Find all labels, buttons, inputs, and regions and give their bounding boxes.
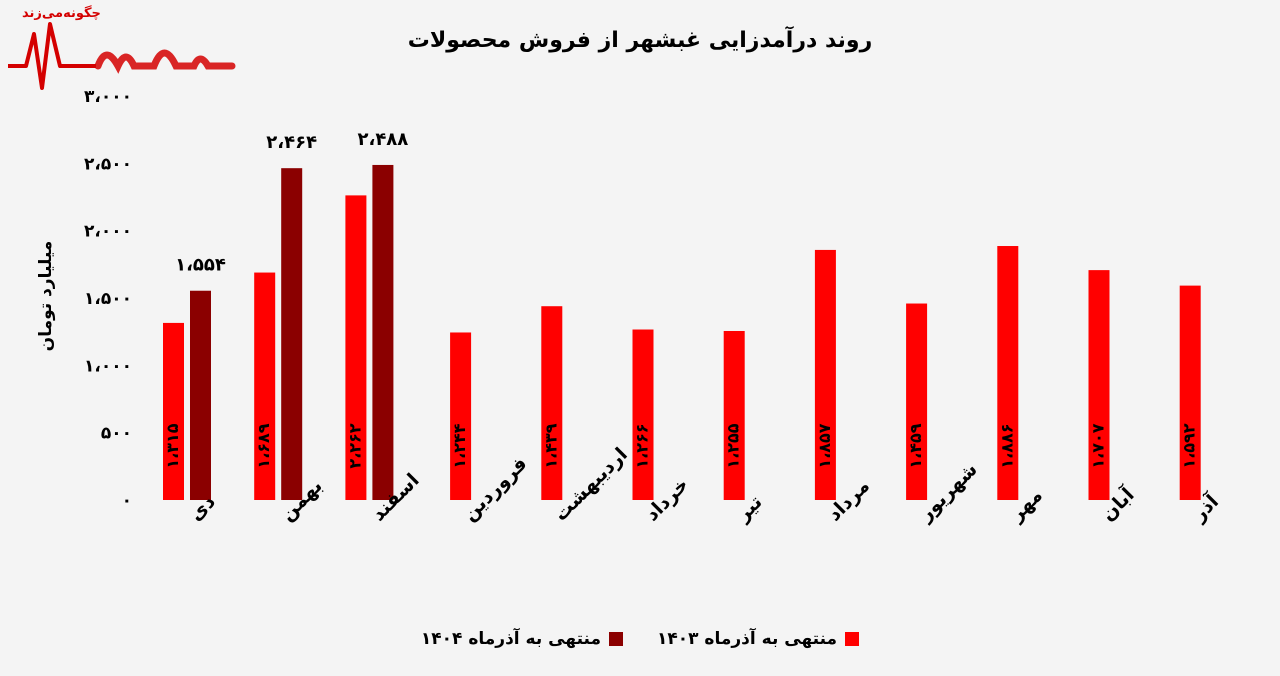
bar-1403-5 — [541, 306, 563, 500]
bar-1404-3 — [372, 164, 394, 500]
legend-swatch-1403 — [845, 632, 860, 646]
data-label-1403-3: ۲،۲۶۲ — [345, 423, 364, 468]
bar-1403-7 — [723, 330, 745, 500]
bar-1403-11 — [1088, 270, 1110, 500]
data-label-1403-9: ۱،۴۵۹ — [906, 423, 925, 468]
bar-1403-3 — [345, 195, 367, 500]
bar-1403-9 — [906, 303, 928, 500]
site-logo — [8, 22, 236, 90]
data-label-1403-7: ۱،۲۵۵ — [724, 423, 743, 468]
data-label-1403-5: ۱،۴۳۹ — [541, 423, 560, 468]
chart-legend: منتهی به آذرماه ۱۴۰۳ منتهی به آذرماه ۱۴۰… — [0, 629, 1280, 649]
legend-label-1404: منتهی به آذرماه ۱۴۰۴ — [420, 629, 601, 649]
bar-1403-4 — [450, 332, 472, 500]
legend-label-1403: منتهی به آذرماه ۱۴۰۳ — [657, 629, 838, 649]
y-tick-label: ۱،۵۰۰ — [84, 289, 132, 309]
bar-1403-10 — [997, 246, 1019, 500]
bar-1403-6 — [632, 329, 654, 500]
data-label-1403-8: ۱،۸۵۷ — [815, 423, 834, 468]
data-label-1403-4: ۱،۲۴۴ — [450, 423, 469, 468]
y-tick-label: ۲،۰۰۰ — [84, 222, 132, 242]
logo-pulse-line — [8, 22, 96, 90]
bar-1403-8 — [814, 249, 836, 500]
bar-1403-2 — [254, 272, 276, 500]
legend-swatch-1404 — [609, 632, 623, 646]
y-tick-label: ۵۰۰ — [101, 424, 132, 444]
data-label-1403-12: ۱،۵۹۲ — [1180, 423, 1199, 468]
data-label-1404-1: ۱،۵۵۴ — [175, 255, 226, 276]
bar-1403-1 — [163, 322, 184, 500]
data-label-1403-11: ۱،۷۰۷ — [1089, 423, 1108, 468]
bar-1404-2 — [281, 168, 303, 500]
y-tick-label: ۱،۰۰۰ — [84, 356, 132, 376]
data-label-1403-2: ۱،۶۸۹ — [254, 423, 273, 468]
y-tick-label: ۰ — [122, 491, 132, 511]
data-label-1404-3: ۲،۴۸۸ — [358, 129, 409, 150]
bar-1403-12 — [1179, 285, 1201, 500]
legend-item-1404: منتهی به آذرماه ۱۴۰۴ — [421, 629, 623, 649]
y-tick-label: ۲،۵۰۰ — [84, 154, 132, 174]
data-label-1404-2: ۲،۴۶۴ — [266, 132, 317, 153]
y-tick-label: ۳،۰۰۰ — [84, 87, 132, 107]
logo-caption: چگونه‌می‌زند — [22, 6, 101, 21]
legend-item-1403: منتهی به آذرماه ۱۴۰۳ — [657, 629, 860, 649]
bar-1404-1 — [190, 290, 211, 500]
data-label-1403-1: ۱،۳۱۵ — [163, 423, 182, 468]
logo-letterforms — [94, 49, 236, 74]
data-label-1403-6: ۱،۲۶۶ — [633, 423, 652, 468]
data-label-1403-10: ۱،۸۸۶ — [997, 423, 1016, 468]
chart-title: روند درآمدزایی غبشهر از فروش محصولات — [407, 28, 873, 53]
